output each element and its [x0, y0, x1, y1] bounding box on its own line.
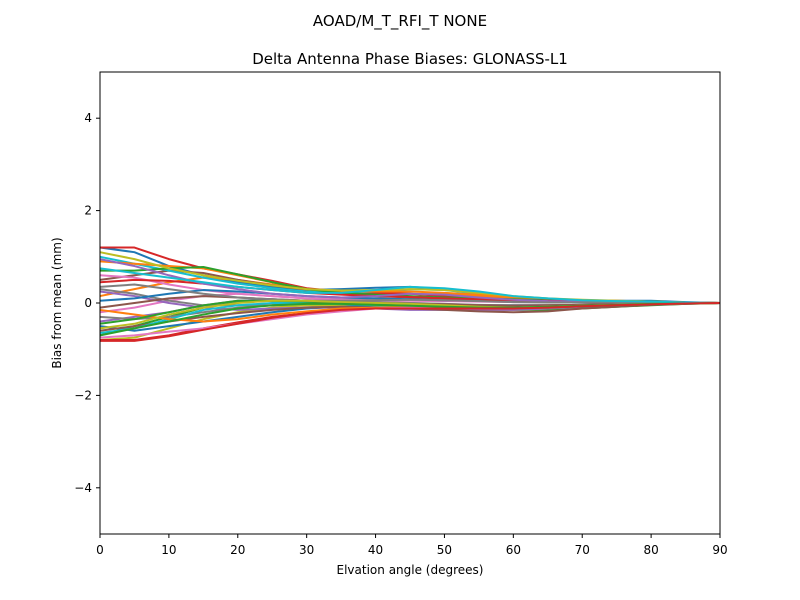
y-axis-label: Bias from mean (mm) [50, 237, 64, 368]
plot-frame [99, 71, 721, 535]
series-line-28 [99, 283, 720, 304]
y-tick-label: −2 [74, 388, 92, 402]
x-tick-label: 30 [299, 543, 314, 557]
x-tick-label: 10 [161, 543, 176, 557]
x-axis-label: Elvation angle (degrees) [337, 563, 484, 577]
y-tick-label: 4 [84, 111, 92, 125]
series-line-32 [100, 302, 721, 342]
tick-layer: 0 10 20 30 40 50 60 70 80 90 −4 −2 0 2 4 [74, 111, 727, 557]
y-tick-label: 0 [84, 296, 92, 310]
y-tick-label: −4 [74, 481, 92, 495]
chart-title: Delta Antenna Phase Biases: GLONASS-L1 [252, 50, 568, 68]
x-tick-label: 0 [96, 543, 104, 557]
series-layer [99, 246, 721, 342]
x-tick-label: 90 [712, 543, 727, 557]
series-line-30 [99, 267, 721, 304]
x-tick-label: 60 [506, 543, 521, 557]
x-tick-label: 70 [575, 543, 590, 557]
x-tick-label: 50 [437, 543, 452, 557]
x-tick-label: 80 [643, 543, 658, 557]
x-tick-label: 20 [230, 543, 245, 557]
y-tick-label: 2 [84, 204, 92, 218]
chart-suptitle: AOAD/M_T_RFI_T NONE [313, 12, 487, 31]
x-tick-label: 40 [368, 543, 383, 557]
